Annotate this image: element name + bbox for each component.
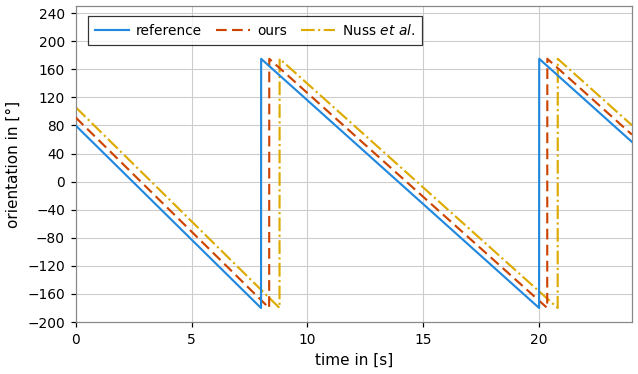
Legend: reference, ours, Nuss $\mathit{et\ al.}$: reference, ours, Nuss $\mathit{et\ al.}$	[88, 16, 422, 45]
Nuss $\mathit{et\ al.}$	[434, 198, 441, 203]
Nuss $\mathit{et\ al.}$	[72, 105, 80, 110]
ours	[434, 208, 441, 212]
ours	[265, 306, 273, 310]
X-axis label: time in [s]: time in [s]	[315, 353, 393, 368]
reference	[628, 140, 635, 144]
ours	[487, 255, 494, 260]
ours	[173, 215, 181, 219]
Line: Nuss $\mathit{et\ al.}$: Nuss $\mathit{et\ al.}$	[76, 59, 632, 308]
Line: reference: reference	[76, 59, 632, 308]
ours	[406, 182, 413, 187]
reference	[173, 223, 181, 227]
Nuss $\mathit{et\ al.}$	[406, 173, 413, 177]
ours	[544, 56, 551, 61]
Nuss $\mathit{et\ al.}$	[285, 64, 292, 69]
Nuss $\mathit{et\ al.}$	[487, 246, 494, 250]
Nuss $\mathit{et\ al.}$	[173, 205, 181, 209]
reference	[530, 300, 537, 305]
Nuss $\mathit{et\ al.}$	[628, 123, 635, 128]
ours	[628, 132, 635, 137]
reference	[487, 263, 494, 267]
ours	[285, 74, 292, 78]
reference	[72, 123, 80, 128]
ours	[72, 115, 80, 120]
reference	[434, 215, 441, 219]
Nuss $\mathit{et\ al.}$	[276, 56, 283, 61]
Nuss $\mathit{et\ al.}$	[530, 284, 537, 288]
Line: ours: ours	[76, 59, 632, 308]
Y-axis label: orientation in [°]: orientation in [°]	[6, 101, 21, 228]
Nuss $\mathit{et\ al.}$	[554, 306, 561, 310]
reference	[406, 189, 413, 194]
reference	[285, 81, 292, 85]
reference	[257, 306, 265, 310]
reference	[535, 56, 543, 61]
ours	[530, 293, 537, 298]
